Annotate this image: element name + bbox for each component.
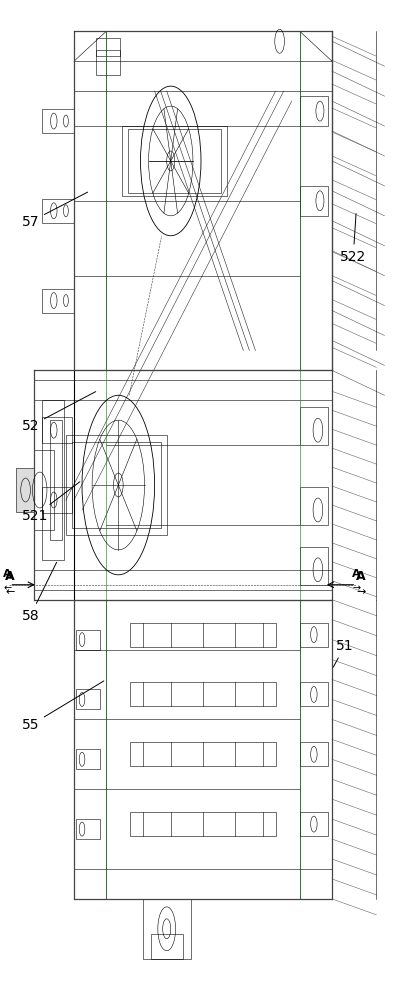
Bar <box>66 435 166 535</box>
Bar <box>299 96 327 126</box>
Bar <box>34 370 331 600</box>
Text: A: A <box>5 570 15 583</box>
Bar <box>299 186 327 216</box>
Bar <box>74 600 331 899</box>
Bar <box>72 442 160 528</box>
Bar <box>42 487 72 513</box>
Bar <box>299 547 327 585</box>
Bar <box>142 899 190 959</box>
Bar <box>299 682 327 706</box>
Text: →: → <box>355 587 364 597</box>
Text: A: A <box>355 570 365 583</box>
Bar <box>76 749 100 769</box>
Bar <box>42 417 72 443</box>
Bar <box>299 742 327 766</box>
Text: 521: 521 <box>21 482 80 523</box>
Bar <box>150 934 182 959</box>
Bar <box>42 289 74 313</box>
Bar <box>122 126 227 196</box>
Bar <box>50 420 62 540</box>
Bar <box>42 199 74 223</box>
Bar <box>299 487 327 525</box>
Text: 51: 51 <box>333 639 353 667</box>
Bar <box>128 129 221 193</box>
Bar <box>76 630 100 650</box>
Text: 55: 55 <box>21 681 104 732</box>
Bar <box>299 623 327 647</box>
Text: 58: 58 <box>21 562 56 623</box>
Bar <box>15 468 34 512</box>
Bar <box>76 689 100 709</box>
Bar <box>130 742 275 766</box>
Bar <box>130 682 275 706</box>
Bar <box>96 38 120 56</box>
Text: 57: 57 <box>21 192 87 229</box>
Bar <box>42 109 74 133</box>
Text: 522: 522 <box>339 214 365 264</box>
Bar <box>76 819 100 839</box>
Text: A: A <box>351 569 360 579</box>
Bar <box>130 812 275 836</box>
Bar <box>42 400 64 560</box>
Bar <box>130 623 275 647</box>
Text: 52: 52 <box>21 392 96 433</box>
Text: →: → <box>351 584 359 594</box>
Text: A: A <box>3 569 12 579</box>
Bar <box>34 450 54 530</box>
Bar <box>96 50 120 75</box>
Text: ←: ← <box>3 584 11 594</box>
Text: ←: ← <box>5 587 15 597</box>
Bar <box>299 812 327 836</box>
Bar <box>74 31 331 370</box>
Bar <box>299 407 327 445</box>
